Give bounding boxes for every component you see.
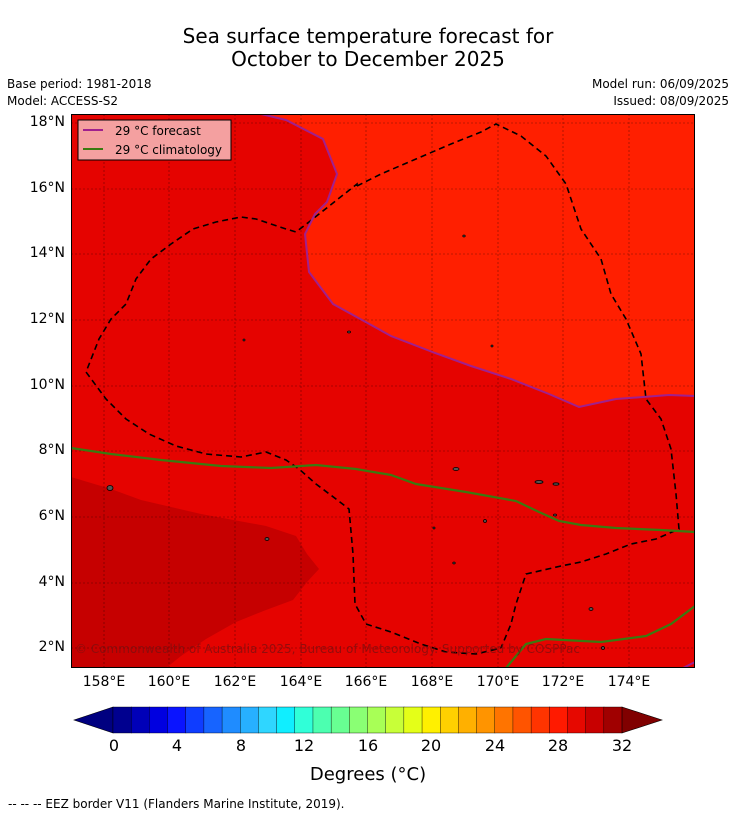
lat-label: 18°N	[29, 114, 65, 130]
colorbar-label: Degrees (°C)	[309, 764, 427, 785]
colorbar-cell	[203, 706, 223, 734]
lat-label: 4°N	[38, 574, 65, 590]
lat-label: 6°N	[38, 508, 65, 524]
colorbar-cell	[221, 706, 241, 734]
colorbar-cell	[585, 706, 605, 734]
map-title-line2: October to December 2025	[231, 47, 505, 71]
colorbar-cell	[494, 706, 514, 734]
colorbar-under-arrow	[73, 706, 114, 734]
colorbar-cell	[530, 706, 550, 734]
colorbar	[73, 706, 663, 734]
colorbar-tick: 12	[293, 736, 315, 755]
colorbar-cell	[276, 706, 296, 734]
colorbar-cell	[167, 706, 187, 734]
colorbar-cell	[367, 706, 387, 734]
colorbar-cell	[549, 706, 568, 734]
colorbar-tick: 24	[484, 736, 506, 755]
colorbar-cell	[294, 706, 314, 734]
colorbar-cell	[440, 706, 459, 734]
map-title-line1: Sea surface temperature forecast for	[182, 24, 554, 48]
graticule	[71, 114, 695, 668]
colorbar-cell	[476, 706, 496, 734]
islands	[106, 234, 605, 650]
colorbar-tick: 0	[108, 736, 120, 755]
lon-label: 164°E	[279, 674, 323, 690]
colorbar-cell	[603, 706, 623, 734]
colorbar-cell	[385, 706, 405, 734]
lon-label: 170°E	[476, 674, 520, 690]
colorbar-tick: 20	[420, 736, 442, 755]
forecast-29c-contour	[260, 114, 695, 409]
sst-field-30-31	[71, 477, 319, 668]
legend-forecast-label: 29 °C forecast	[115, 124, 201, 138]
model-run: Model run: 06/09/2025	[591, 77, 729, 91]
lat-label: 10°N	[29, 377, 65, 393]
lon-label: 158°E	[82, 674, 126, 690]
colorbar-cell	[458, 706, 478, 734]
lon-label: 172°E	[541, 674, 585, 690]
model-name: Model: ACCESS-S2	[7, 94, 119, 108]
colorbar-cells	[112, 706, 623, 734]
lat-label: 12°N	[29, 311, 65, 327]
base-period: Base period: 1981-2018	[7, 77, 152, 91]
sst-field-28-29	[261, 114, 695, 407]
sst-map: © Commonwealth of Australia 2025, Bureau…	[71, 114, 695, 668]
climatology-29c-contour-south	[505, 605, 695, 668]
colorbar-cell	[567, 706, 587, 734]
colorbar-tick: 8	[235, 736, 247, 755]
colorbar-cell	[240, 706, 259, 734]
colorbar-tick: 4	[171, 736, 183, 755]
colorbar-tick: 16	[357, 736, 379, 755]
lat-label: 2°N	[38, 639, 65, 655]
colorbar-tick: 28	[547, 736, 569, 755]
colorbar-cell	[403, 706, 423, 734]
eez-footnote: -- -- -- EEZ border V11 (Flanders Marine…	[8, 797, 345, 811]
colorbar-cell	[185, 706, 205, 734]
colorbar-cell	[130, 706, 150, 734]
colorbar-cell	[312, 706, 332, 734]
colorbar-cell	[149, 706, 169, 734]
climatology-29c-contour	[71, 446, 695, 534]
lon-label: 168°E	[410, 674, 454, 690]
colorbar-cell	[112, 706, 132, 734]
colorbar-over-arrow	[621, 706, 663, 734]
legend-climatology-label: 29 °C climatology	[115, 143, 222, 157]
issued-date: Issued: 08/09/2025	[613, 94, 729, 108]
lon-label: 166°E	[344, 674, 388, 690]
colorbar-cell	[258, 706, 278, 734]
colorbar-cell	[330, 706, 350, 734]
copyright-text: © Commonwealth of Australia 2025, Bureau…	[75, 642, 580, 656]
lat-label: 14°N	[29, 245, 65, 261]
lat-label: 8°N	[38, 442, 65, 458]
colorbar-cell	[512, 706, 532, 734]
colorbar-tick: 32	[611, 736, 633, 755]
colorbar-cell	[349, 706, 369, 734]
eez-borders	[85, 123, 680, 655]
colorbar-cell	[421, 706, 441, 734]
map-frame	[71, 114, 695, 668]
map-legend: 29 °C forecast 29 °C climatology	[77, 119, 232, 161]
lon-label: 174°E	[607, 674, 651, 690]
lat-label: 16°N	[29, 180, 65, 196]
lon-label: 162°E	[213, 674, 257, 690]
lon-label: 160°E	[147, 674, 191, 690]
